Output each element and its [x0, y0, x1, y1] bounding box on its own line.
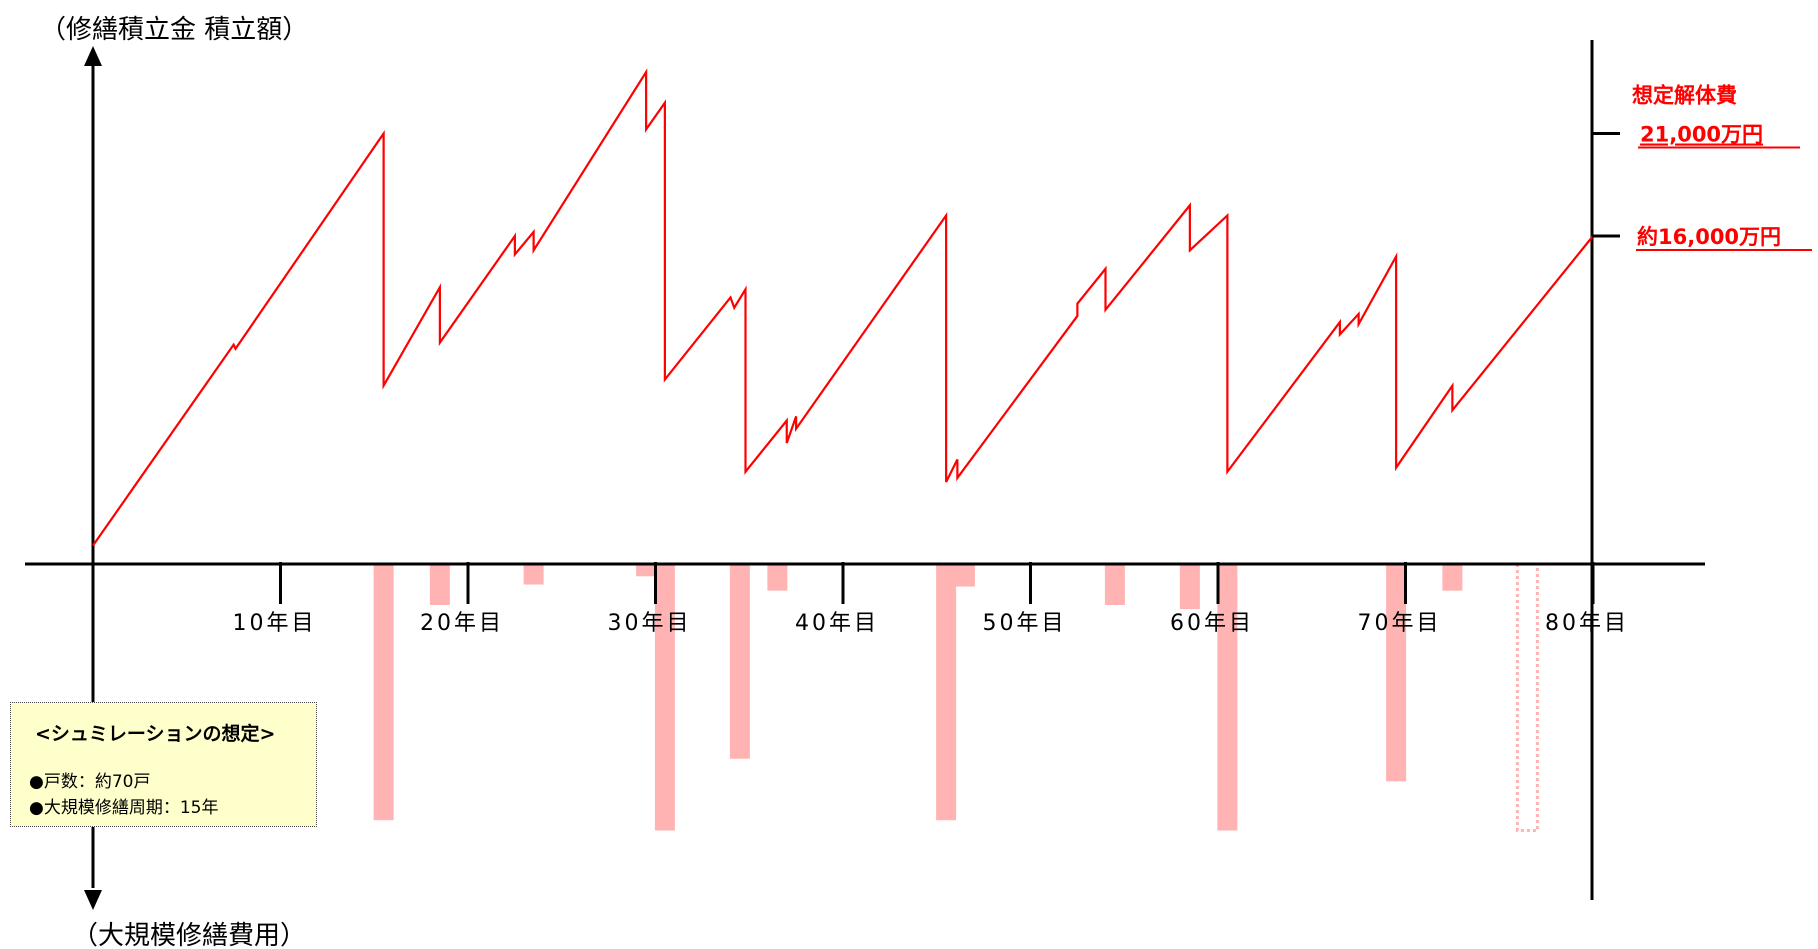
y-axis-label-top: （修繕積立金 積立額） [40, 15, 308, 45]
repair-cost-bar-10 [1179, 564, 1200, 610]
repair-cost-bar-9 [1104, 564, 1125, 605]
repair-cost-bar-13 [1442, 564, 1463, 591]
bars-layer [373, 562, 1539, 832]
x-tick-label-2: 30年目 [608, 611, 692, 636]
repair-cost-bar-11 [1217, 564, 1238, 831]
repair-cost-bar-8 [954, 564, 975, 587]
repair-cost-bar-3 [636, 564, 657, 577]
x-tick-label-0: 10年目 [233, 611, 317, 636]
y-axis-label-bottom: （大規模修繕費用） [72, 921, 306, 949]
repair-cost-bar-5 [729, 564, 750, 759]
repair-cost-bar-1 [429, 564, 450, 605]
annotation-value-0: 21,000万円 [1640, 123, 1763, 147]
annotation-value-1: 約16,000万円 [1637, 225, 1781, 249]
repair-cost-bar-4 [654, 564, 675, 831]
x-tick-label-7: 80年目 [1545, 611, 1629, 636]
annotation-label-0-line1: 想定解体費 [1632, 84, 1737, 108]
x-tick-label-6: 70年目 [1358, 611, 1442, 636]
x-tick-label-5: 60年目 [1170, 611, 1254, 636]
repair-cost-bar-7 [936, 564, 957, 821]
x-tick-label-4: 50年目 [983, 611, 1067, 636]
simulation-note-box: <シュミレーションの想定> ●戸数：約70戸 ●大規模修繕周期：15年 [10, 702, 317, 827]
note-item-cycle: ●大規模修繕周期：15年 [29, 798, 219, 818]
line-layer [92, 68, 1594, 547]
repair-cost-bar-0 [373, 564, 394, 821]
repair-cost-bar-14 [1515, 562, 1539, 832]
note-item-units: ●戸数：約70戸 [29, 772, 151, 792]
reserve-balance-line [92, 68, 1594, 547]
x-tick-label-1: 20年目 [420, 611, 504, 636]
repair-cost-bar-12 [1386, 564, 1407, 782]
x-tick-label-3: 40年目 [795, 611, 879, 636]
y-axis-arrow-up [84, 46, 102, 66]
repair-cost-bar-2 [523, 564, 544, 585]
note-title: <シュミレーションの想定> [35, 723, 276, 745]
y-axis-arrow-down [84, 890, 102, 910]
repair-cost-bar-6 [767, 564, 788, 591]
ticks-layer: 10年目 20年目 30年目 40年目 50年目 60年目 70年目 80年目 [233, 562, 1629, 636]
